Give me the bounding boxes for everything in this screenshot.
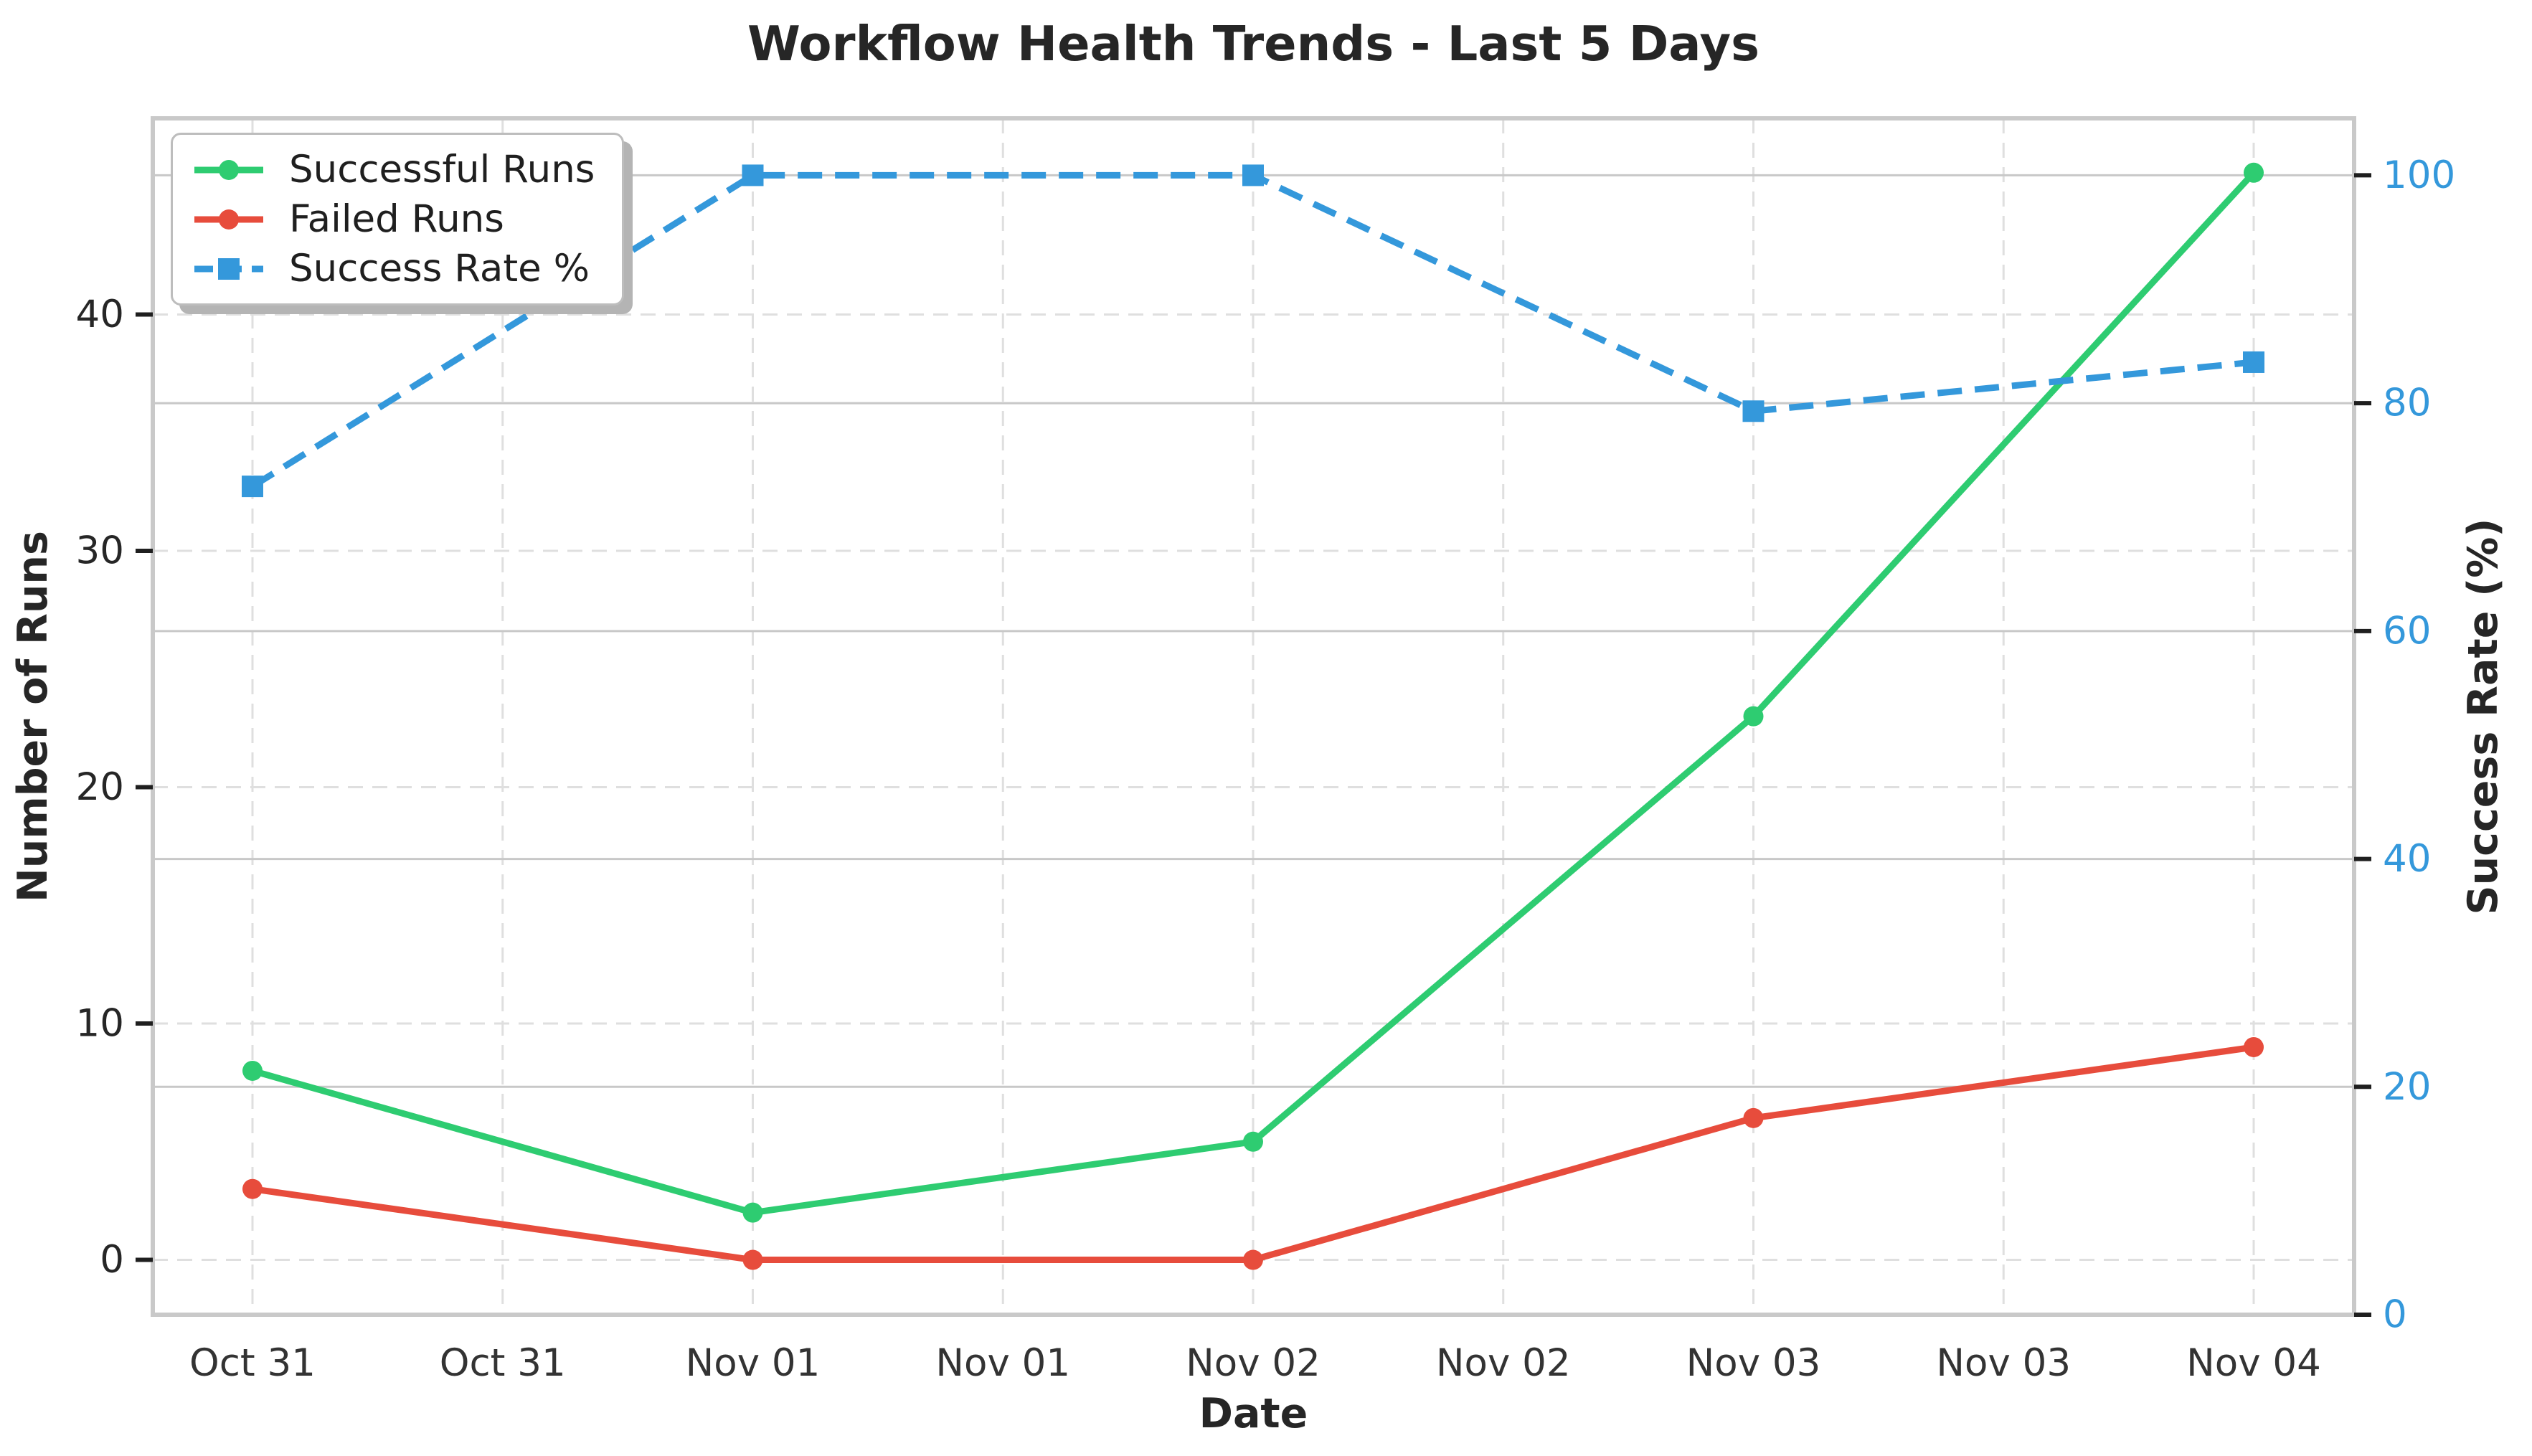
data-point-success-rate <box>742 164 764 186</box>
x-tick-label: Nov 04 <box>2186 1341 2321 1385</box>
data-point-failed-runs <box>2244 1036 2264 1057</box>
data-point-successful-runs <box>1243 1131 1263 1152</box>
data-point-successful-runs <box>742 1202 763 1223</box>
data-point-successful-runs <box>2244 162 2264 183</box>
data-point-successful-runs <box>242 1060 263 1081</box>
data-point-success-rate <box>242 476 263 498</box>
data-point-success-rate <box>2243 351 2264 373</box>
x-tick-label: Oct 31 <box>189 1341 316 1385</box>
left-tick-label: 20 <box>76 765 124 809</box>
right-tick-label: 20 <box>2383 1065 2431 1109</box>
right-tick-label: 40 <box>2383 837 2431 881</box>
left-y-axis-label: Number of Runs <box>9 531 57 902</box>
plot-border <box>151 116 2356 1317</box>
legend-item-success-rate: Success Rate % <box>192 244 595 293</box>
x-tick-label: Nov 01 <box>686 1341 821 1385</box>
legend-sample-line-circle-icon <box>194 209 263 230</box>
x-axis-label: Date <box>1199 1390 1308 1437</box>
data-point-failed-runs <box>1243 1249 1263 1270</box>
legend-label: Successful Runs <box>289 148 595 192</box>
data-point-successful-runs <box>1743 706 1764 727</box>
legend: Successful Runs Failed Runs Success Rate… <box>171 133 625 306</box>
left-tick-label: 10 <box>76 1002 124 1046</box>
legend-item-successful-runs: Successful Runs <box>192 145 595 194</box>
x-tick-label: Nov 02 <box>1436 1341 1571 1385</box>
legend-sample-dashed-square-icon <box>194 257 263 280</box>
x-tick-label: Nov 01 <box>935 1341 1070 1385</box>
legend-label: Success Rate % <box>289 247 590 290</box>
right-tick-label: 80 <box>2383 382 2431 425</box>
legend-item-failed-runs: Failed Runs <box>192 194 595 244</box>
left-tick-label: 30 <box>76 529 124 573</box>
chart-title: Workflow Health Trends - Last 5 Days <box>747 16 1760 72</box>
right-tick-label: 100 <box>2383 153 2455 197</box>
left-tick-label: 0 <box>100 1238 124 1282</box>
data-point-success-rate <box>1242 164 1264 186</box>
legend-sample-line-circle-icon <box>194 159 263 180</box>
x-tick-label: Nov 03 <box>1686 1341 1821 1385</box>
x-tick-label: Nov 02 <box>1186 1341 1321 1385</box>
right-tick-label: 60 <box>2383 609 2431 653</box>
data-point-failed-runs <box>242 1178 263 1199</box>
x-tick-label: Oct 31 <box>440 1341 566 1385</box>
x-tick-label: Nov 03 <box>1936 1341 2071 1385</box>
data-point-failed-runs <box>742 1249 763 1270</box>
right-tick-label: 0 <box>2383 1293 2407 1337</box>
left-tick-label: 40 <box>76 293 124 336</box>
data-point-success-rate <box>1742 400 1765 422</box>
data-point-failed-runs <box>1743 1107 1764 1128</box>
right-y-axis-label: Success Rate (%) <box>2460 518 2507 915</box>
legend-label: Failed Runs <box>289 197 504 241</box>
